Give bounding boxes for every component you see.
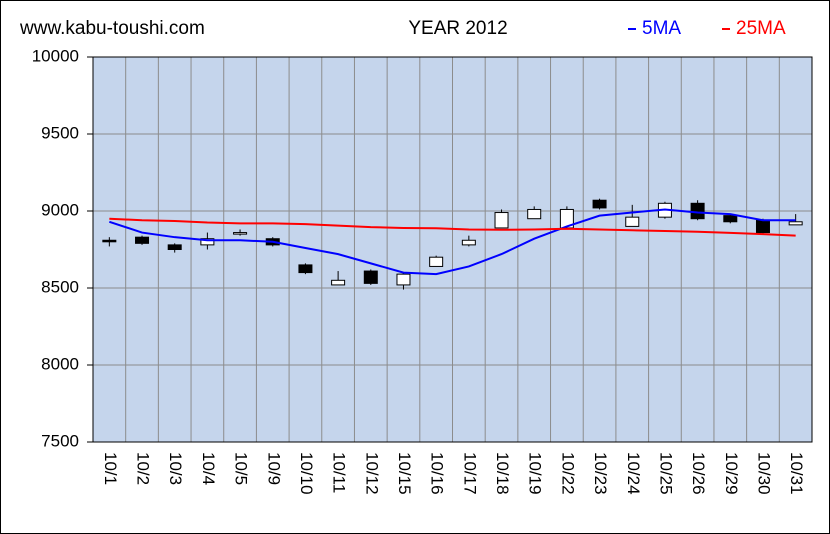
- candle-body: [396, 273, 411, 286]
- y-tick-label: 8000: [41, 354, 79, 373]
- x-tick-label: 10/2: [134, 452, 153, 485]
- x-tick-label: 10/30: [754, 452, 773, 495]
- candle-body: [200, 238, 215, 246]
- y-tick-label: 8500: [41, 277, 79, 296]
- candle-body: [690, 202, 705, 220]
- x-tick-label: 10/31: [787, 452, 806, 495]
- x-tick-label: 10/1: [101, 452, 120, 485]
- candle-body: [461, 239, 476, 246]
- x-tick-label: 10/18: [493, 452, 512, 495]
- x-tick-label: 10/16: [428, 452, 447, 495]
- x-tick-label: 10/26: [689, 452, 708, 495]
- x-tick-label: 10/23: [591, 452, 610, 495]
- x-tick-label: 10/19: [526, 452, 545, 495]
- candle-body: [494, 212, 509, 229]
- ma-line: [109, 208, 796, 276]
- x-tick-label: 10/24: [624, 452, 643, 495]
- legend-label: 5MA: [642, 18, 681, 39]
- candle-body: [755, 219, 770, 234]
- candle-body: [298, 264, 313, 274]
- y-tick-label: 9500: [41, 123, 79, 142]
- candle-body: [592, 199, 607, 209]
- site-name: www.kabu-toushi.com: [19, 18, 205, 39]
- candle-body: [167, 244, 182, 251]
- candle-body: [363, 270, 378, 284]
- x-tick-label: 10/4: [199, 452, 218, 485]
- plot-border: [92, 56, 813, 443]
- candle-body: [723, 215, 738, 223]
- x-tick-label: 10/17: [460, 452, 479, 495]
- candle-body: [788, 221, 803, 226]
- x-tick-label: 10/15: [395, 452, 414, 495]
- candle-body: [102, 239, 117, 243]
- candle-body: [135, 236, 150, 244]
- x-tick-label: 10/12: [362, 452, 381, 495]
- x-tick-label: 10/22: [558, 452, 577, 495]
- x-tick-label: 10/10: [297, 452, 316, 495]
- candle-body: [331, 279, 346, 286]
- x-tick-label: 10/11: [330, 452, 349, 493]
- chart-title: YEAR 2012: [408, 18, 507, 39]
- y-tick-label: 7500: [41, 431, 79, 450]
- candle-body: [625, 216, 640, 227]
- candle-body: [233, 232, 248, 235]
- ma-line: [109, 217, 796, 237]
- legend-label: 25MA: [736, 18, 786, 39]
- y-tick-label: 9000: [41, 200, 79, 219]
- x-tick-label: 10/3: [166, 452, 185, 485]
- candle-body: [527, 208, 542, 220]
- candle-body: [429, 256, 444, 267]
- y-tick-label: 10000: [32, 46, 79, 65]
- x-tick-label: 10/29: [722, 452, 741, 495]
- x-tick-label: 10/9: [264, 452, 283, 485]
- x-tick-label: 10/5: [232, 452, 251, 485]
- x-tick-label: 10/25: [656, 452, 675, 495]
